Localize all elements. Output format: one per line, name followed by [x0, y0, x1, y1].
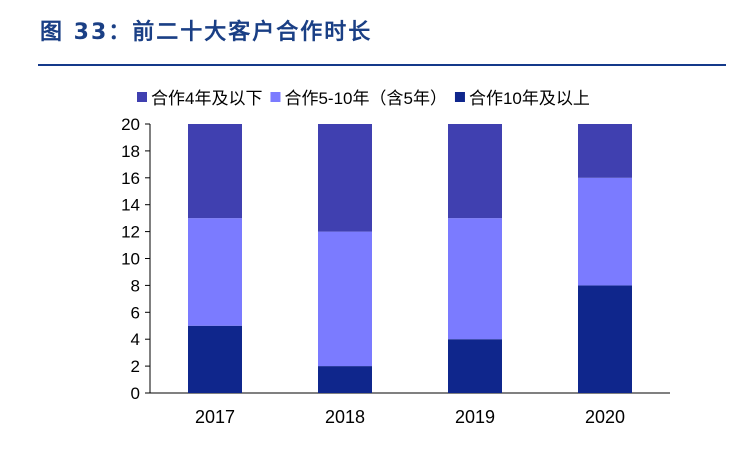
- x-tick-label: 2020: [585, 407, 625, 427]
- y-tick-label: 6: [131, 303, 140, 322]
- bar-segment: [578, 124, 632, 178]
- y-tick-label: 20: [121, 115, 140, 134]
- bar-segment: [188, 325, 242, 393]
- x-tick-label: 2019: [455, 407, 495, 427]
- legend-label: 合作5-10年（含5年）: [284, 89, 446, 108]
- y-tick-label: 8: [131, 276, 140, 295]
- bar-segment: [578, 177, 632, 286]
- bar-segment: [448, 124, 502, 219]
- legend-swatch: [137, 92, 147, 102]
- bar-segment: [318, 366, 372, 393]
- bar-segment: [578, 285, 632, 393]
- legend-label: 合作4年及以下: [151, 89, 262, 108]
- bar-segment: [188, 218, 242, 326]
- title-divider: [38, 64, 726, 66]
- x-tick-label: 2018: [325, 407, 365, 427]
- figure-title: 图 33：前二十大客户合作时长: [40, 20, 373, 45]
- y-tick-label: 12: [121, 223, 140, 242]
- bar-segment: [318, 124, 372, 232]
- bar-segment: [318, 231, 372, 367]
- y-tick-label: 2: [131, 357, 140, 376]
- bar-segment: [448, 339, 502, 393]
- y-tick-label: 0: [131, 384, 140, 403]
- y-tick-label: 4: [131, 330, 140, 349]
- x-tick-label: 2017: [195, 407, 235, 427]
- y-tick-label: 16: [121, 169, 140, 188]
- y-tick-label: 14: [121, 196, 140, 215]
- legend-swatch: [454, 92, 465, 102]
- bar-segment: [188, 124, 242, 219]
- legend-swatch: [270, 92, 281, 102]
- y-tick-label: 18: [121, 142, 140, 161]
- legend-label: 合作10年及以上: [469, 89, 590, 108]
- y-tick-label: 10: [121, 250, 140, 269]
- bar-segment: [448, 218, 502, 340]
